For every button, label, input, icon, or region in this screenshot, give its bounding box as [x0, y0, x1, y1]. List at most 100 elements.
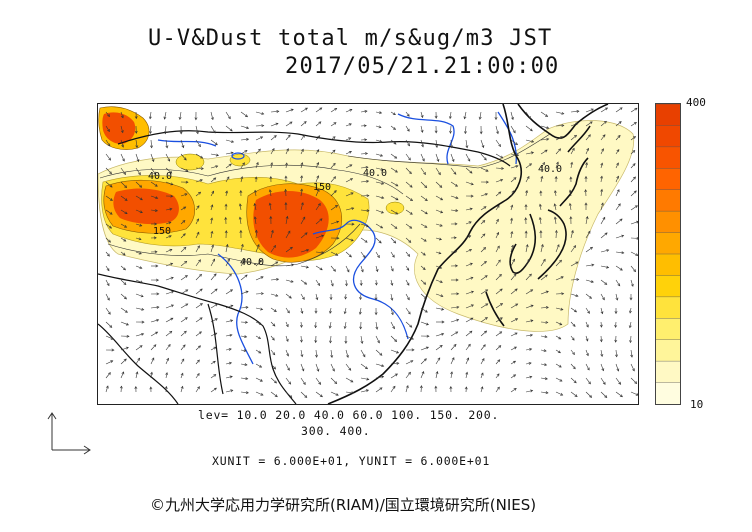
wind-vector: [165, 235, 172, 239]
wind-vector-head: [213, 346, 217, 350]
wind-vector-head: [199, 273, 202, 277]
wind-vector: [450, 195, 459, 199]
wind-vector-head: [434, 130, 438, 134]
wind-vector-head: [348, 367, 352, 371]
wind-vector: [555, 259, 562, 267]
contour-label: 40.0: [240, 257, 264, 268]
dust-map[interactable]: 40.0 40.0 40.0 150 150 40.0: [97, 103, 639, 405]
wind-vector-head: [440, 197, 444, 201]
wind-vector-head: [178, 116, 182, 121]
wind-vector-head: [268, 202, 272, 206]
wind-vector: [600, 377, 606, 385]
wind-vector-head: [106, 268, 110, 272]
wind-vector: [270, 363, 276, 370]
wind-vector: [300, 321, 302, 328]
wind-vector-head: [107, 311, 111, 315]
wind-vector-head: [154, 222, 158, 226]
wind-vector: [555, 307, 563, 310]
wind-vector-head: [556, 244, 560, 248]
wind-vector: [525, 176, 530, 183]
wind-vector: [405, 279, 410, 286]
wind-vector: [600, 335, 602, 342]
wind-vector: [435, 237, 442, 240]
wind-vector-head: [109, 211, 113, 215]
wind-vector: [300, 216, 306, 225]
wind-vector: [345, 363, 352, 371]
wind-vector: [180, 303, 188, 309]
wind-vector-head: [285, 338, 289, 343]
wind-vector: [555, 111, 564, 115]
wind-vector: [150, 153, 154, 162]
wind-vector-head: [589, 121, 593, 125]
wind-vector-head: [441, 320, 445, 324]
wind-vector: [329, 321, 332, 329]
wind-vector: [270, 111, 279, 113]
wind-vector-head: [410, 360, 414, 363]
wind-vector-head: [196, 372, 200, 377]
wind-vector-head: [344, 296, 348, 300]
wind-vector: [495, 179, 503, 183]
wind-vector-head: [512, 130, 516, 134]
wind-vector-head: [396, 362, 400, 365]
wind-vector: [345, 123, 352, 127]
wind-vector-head: [470, 290, 474, 294]
wind-vector-head: [380, 153, 384, 157]
wind-vector-head: [604, 107, 609, 111]
wind-vector-head: [170, 262, 174, 266]
wind-vector: [240, 138, 249, 141]
wind-vector-head: [184, 275, 188, 278]
wind-vector: [435, 139, 438, 148]
wind-vector-head: [616, 175, 619, 179]
wind-vector: [165, 277, 174, 281]
wind-vector: [600, 217, 606, 225]
wind-vector-head: [123, 267, 126, 271]
wind-vector-head: [270, 162, 274, 166]
wind-vector: [315, 391, 323, 398]
wind-vector: [345, 192, 354, 197]
wind-vector-head: [375, 269, 379, 273]
wind-vector: [629, 307, 632, 314]
wind-vector: [510, 388, 517, 393]
wind-vector-head: [575, 294, 579, 297]
wind-vector-head: [197, 386, 200, 390]
wind-vector-head: [329, 340, 332, 344]
wind-vector: [435, 293, 443, 297]
wind-vector-head: [451, 158, 455, 163]
wind-vector: [345, 251, 352, 258]
wind-vector: [495, 245, 500, 253]
wind-vector-head: [546, 137, 550, 141]
wind-vector: [465, 330, 473, 337]
wind-vector: [555, 321, 562, 325]
wind-vector-head: [225, 243, 229, 247]
wind-vector-head: [441, 332, 445, 336]
wind-vector-head: [185, 289, 189, 293]
wind-vector-head: [411, 348, 415, 352]
wind-vector-head: [374, 297, 378, 301]
wind-vector-head: [228, 163, 232, 167]
wind-vector-head: [585, 338, 589, 342]
colorbar-swatch: [656, 296, 680, 319]
wind-vector: [615, 107, 623, 113]
wind-vector: [225, 305, 234, 309]
wind-vector-head: [468, 235, 472, 238]
wind-vector: [585, 148, 589, 155]
wind-vector-head: [168, 235, 172, 238]
wind-vector-head: [574, 394, 578, 397]
wind-vector-head: [185, 303, 189, 307]
wind-vector-head: [242, 162, 245, 166]
wind-vector: [630, 190, 637, 197]
wind-vector: [390, 223, 398, 229]
wind-vector-head: [289, 246, 293, 250]
wind-vector-head: [469, 262, 473, 266]
wind-vector-head: [420, 129, 424, 133]
wind-vector-head: [604, 395, 608, 398]
wind-vector: [105, 293, 110, 301]
wind-vector: [105, 153, 111, 161]
wind-vector: [555, 230, 557, 239]
wind-vector-head: [480, 372, 484, 376]
chart-title-line1: U-V&Dust total m/s&ug/m3 JST: [148, 26, 553, 51]
wind-vector: [405, 307, 411, 315]
wind-vector: [480, 372, 484, 379]
wind-vector: [195, 191, 201, 197]
wind-vector: [600, 293, 605, 300]
